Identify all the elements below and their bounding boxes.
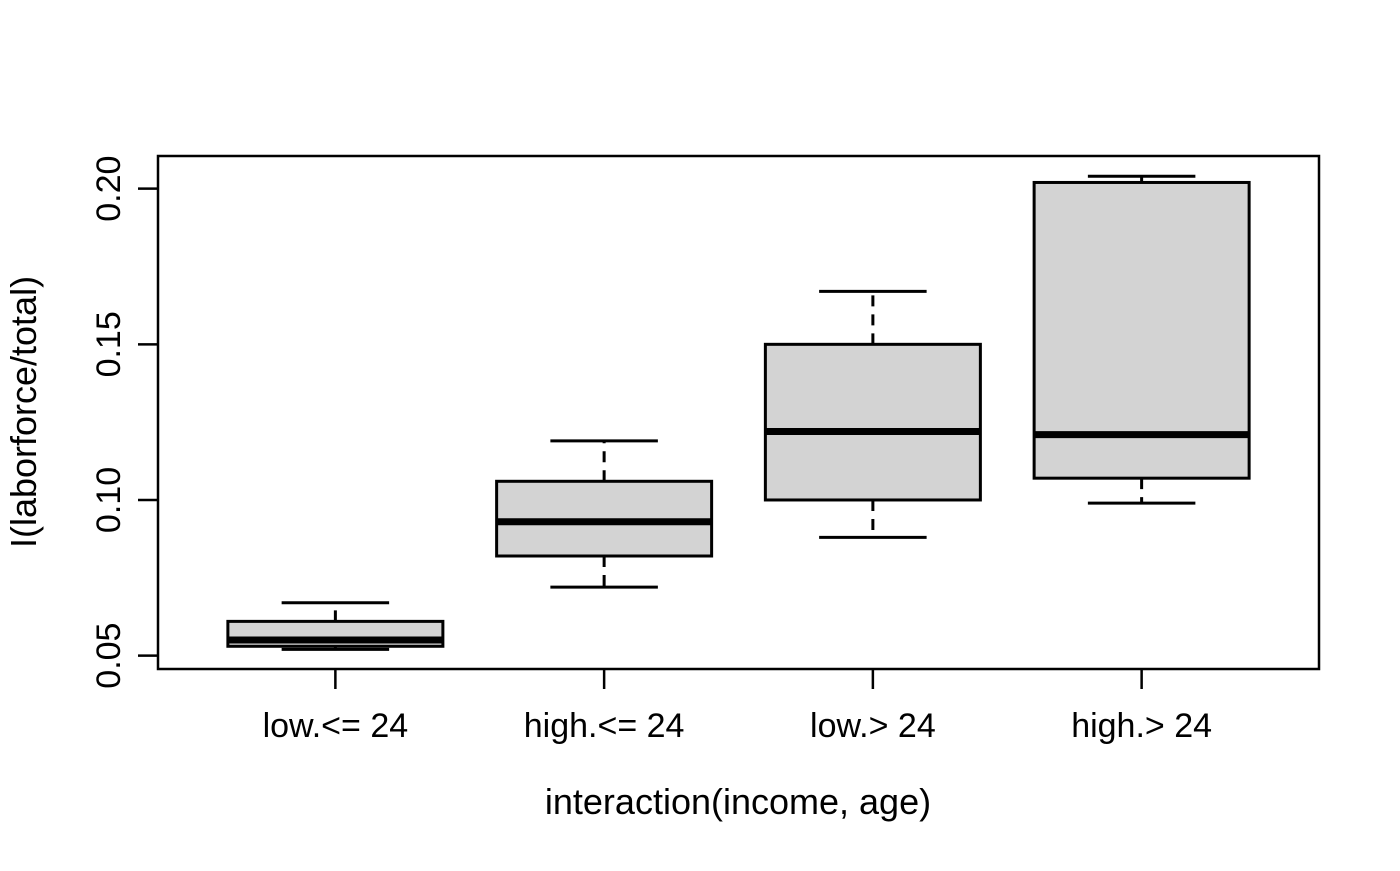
x-tick-label: high.> 24 [1071, 707, 1212, 745]
x-axis-title: interaction(income, age) [545, 781, 931, 822]
y-tick-label: 0.15 [90, 311, 128, 377]
y-tick-label: 0.20 [90, 156, 128, 222]
plot-content: 0.05 0.10 0.15 0.20 low.<= 24 high.<= 24 low.>… [90, 156, 1251, 745]
x-tick-label: high.<= 24 [524, 707, 685, 745]
y-tick-label: 0.05 [90, 623, 128, 689]
box [1032, 180, 1251, 480]
plot-frame [156, 154, 1321, 671]
y-axis-title: I(laborforce/total) [3, 276, 44, 548]
box [763, 342, 982, 502]
y-tick-label: 0.10 [90, 467, 128, 533]
x-tick-label: low.> 24 [810, 707, 936, 745]
x-tick-label: low.<= 24 [263, 707, 409, 745]
